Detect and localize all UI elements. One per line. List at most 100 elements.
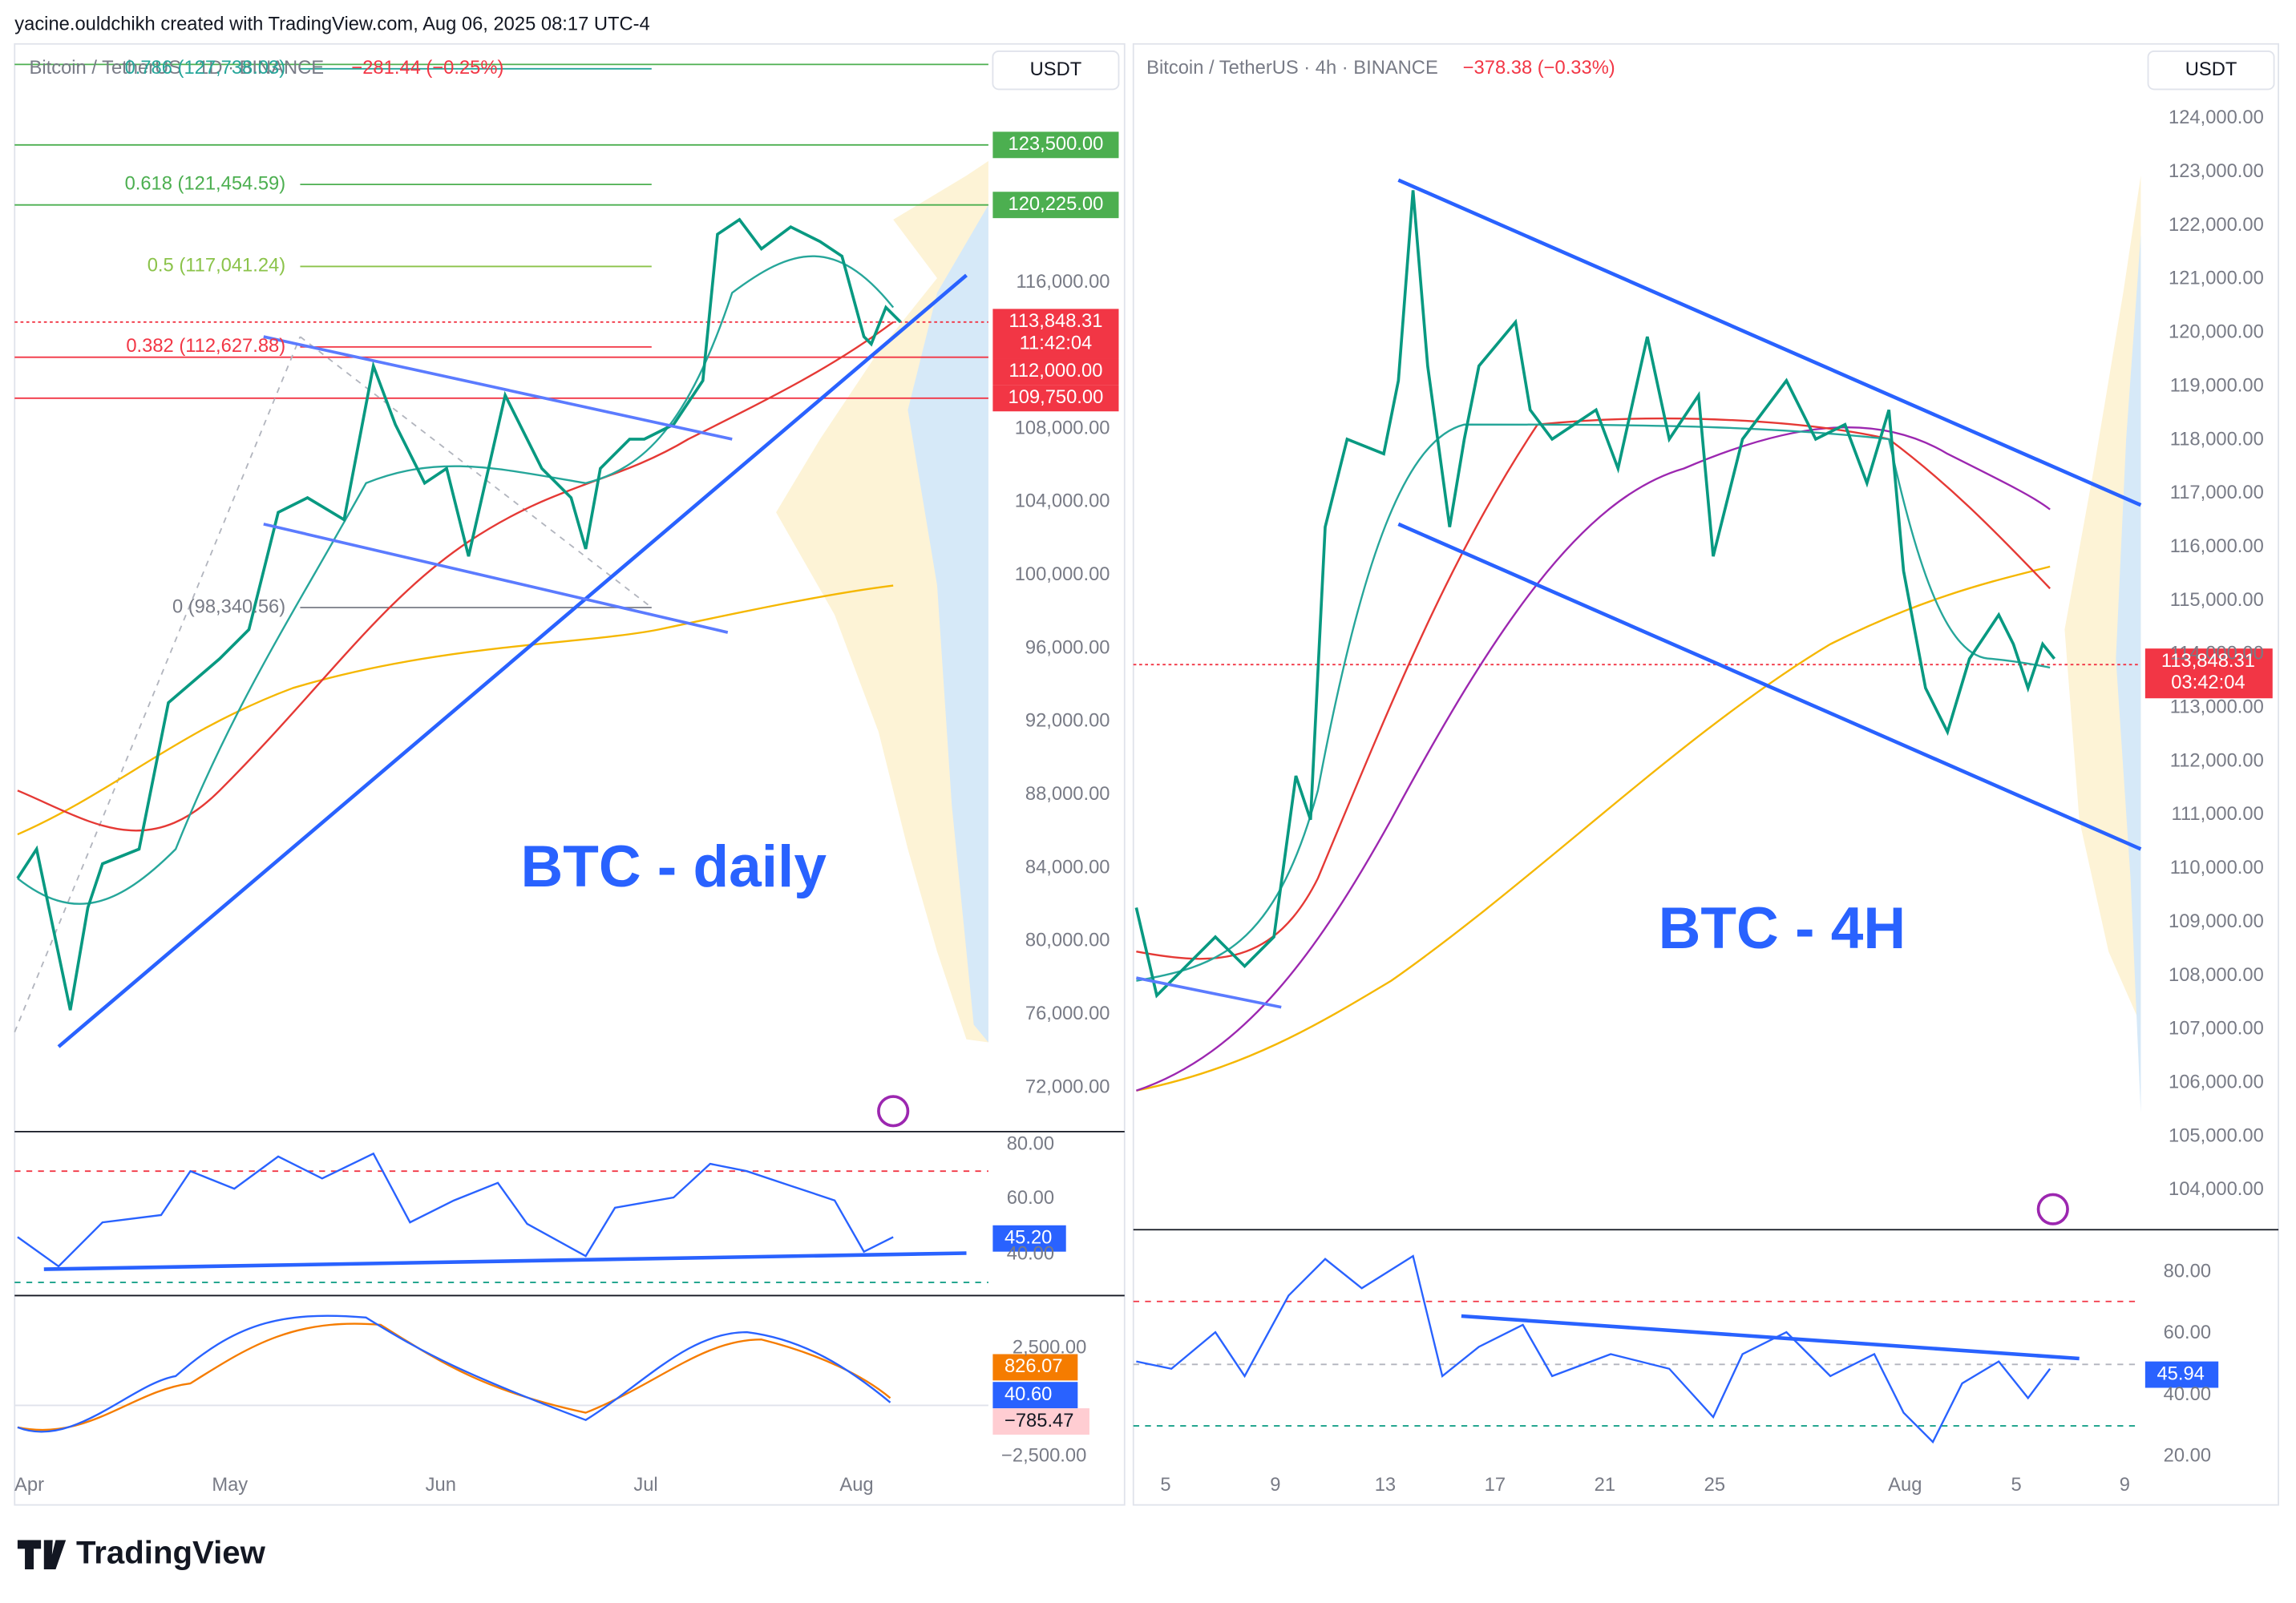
logo-icon bbox=[17, 1540, 67, 1569]
ma-50 bbox=[17, 321, 894, 832]
label: 40.00 bbox=[1007, 1244, 1054, 1265]
label: 40.00 bbox=[2164, 1384, 2211, 1405]
replay-icon[interactable] bbox=[877, 1095, 910, 1128]
right-panel bbox=[1132, 42, 2279, 1506]
logo-text: TradingView bbox=[76, 1534, 266, 1570]
badge bbox=[2144, 648, 2273, 699]
label: 106,000.00 bbox=[2169, 1072, 2264, 1092]
label: 80,000.00 bbox=[1025, 931, 1110, 951]
label: 40.60 bbox=[1004, 1384, 1052, 1405]
label: 88,000.00 bbox=[1025, 784, 1110, 805]
trend-line bbox=[43, 1251, 967, 1271]
label: 5 bbox=[1160, 1475, 1170, 1496]
label: 45.94 bbox=[2157, 1363, 2204, 1384]
label: 108,000.00 bbox=[2169, 965, 2264, 986]
replay-icon[interactable] bbox=[2036, 1193, 2069, 1225]
credit: yacine.ouldchikh created with TradingVie… bbox=[14, 14, 650, 34]
label: 108,000.00 bbox=[1015, 418, 1110, 438]
ma-100 bbox=[1136, 426, 2051, 1092]
label: 104,000.00 bbox=[1015, 491, 1110, 512]
label: 5 bbox=[2011, 1475, 2022, 1496]
label: USDT bbox=[1030, 59, 1082, 80]
trend-line bbox=[263, 335, 733, 441]
label: −785.47 bbox=[1004, 1411, 1073, 1431]
label: Jul bbox=[633, 1475, 657, 1496]
label: 0.382 (112,627.88) bbox=[126, 336, 285, 357]
label: 2,500.00 bbox=[1013, 1337, 1086, 1358]
label: 45.20 bbox=[1004, 1227, 1052, 1248]
chart-label: BTC - 4H bbox=[1659, 896, 1906, 961]
label: 121,000.00 bbox=[2169, 269, 2264, 289]
badge bbox=[992, 309, 1119, 359]
channel-line bbox=[1397, 178, 2142, 507]
ma-20 bbox=[17, 255, 895, 905]
label: 109,750.00 bbox=[1009, 387, 1104, 408]
label: 120,000.00 bbox=[2169, 322, 2264, 343]
label: Jun bbox=[426, 1475, 456, 1496]
label: 113,000.00 bbox=[2170, 697, 2264, 718]
label: 111,000.00 bbox=[2172, 804, 2264, 825]
volume-profile bbox=[2064, 176, 2141, 1025]
label: 25 bbox=[1704, 1475, 1725, 1496]
label: 107,000.00 bbox=[2169, 1019, 2264, 1040]
label: 826.07 bbox=[1004, 1356, 1063, 1377]
badge bbox=[992, 131, 1119, 159]
badge bbox=[992, 192, 1119, 219]
trend-line bbox=[57, 273, 968, 1048]
currency-button[interactable] bbox=[2147, 50, 2275, 91]
ma-20 bbox=[1136, 423, 2051, 982]
label: 72,000.00 bbox=[1025, 1076, 1110, 1097]
label: 0.5 (117,041.24) bbox=[148, 256, 285, 277]
label: 120,225.00 bbox=[1009, 194, 1104, 215]
label: 9 bbox=[1270, 1475, 1280, 1496]
label: −2,500.00 bbox=[1001, 1446, 1086, 1467]
label: −281.44 (−0.25%) bbox=[351, 58, 503, 79]
badge bbox=[992, 1354, 1078, 1381]
label: 119,000.00 bbox=[2170, 375, 2264, 396]
label: 109,000.00 bbox=[2169, 911, 2264, 932]
badge bbox=[992, 1382, 1078, 1409]
label: Aug bbox=[839, 1475, 873, 1496]
label: 0.618 (121,454.59) bbox=[125, 173, 286, 194]
label: 17 bbox=[1485, 1475, 1506, 1496]
badge bbox=[2144, 1361, 2219, 1388]
badge bbox=[992, 358, 1119, 386]
left-panel bbox=[14, 42, 1126, 1506]
label: 110,000.00 bbox=[2170, 858, 2264, 878]
rsi-line bbox=[17, 1152, 894, 1268]
ma-200 bbox=[17, 584, 894, 836]
fib-trend bbox=[14, 336, 301, 1033]
label: 124,000.00 bbox=[2169, 107, 2264, 128]
rsi-line bbox=[1136, 1254, 2051, 1444]
ma-200 bbox=[1136, 565, 2051, 1092]
label: 104,000.00 bbox=[2169, 1179, 2264, 1200]
volume-profile bbox=[2116, 234, 2141, 1113]
macd-line bbox=[17, 1314, 891, 1433]
chart-label: BTC - daily bbox=[520, 834, 827, 899]
label: 11:42:04 bbox=[1020, 333, 1093, 353]
badge bbox=[992, 385, 1119, 412]
label: −378.38 (−0.33%) bbox=[1463, 58, 1615, 79]
label: 112,000.00 bbox=[1009, 361, 1102, 382]
label: Bitcoin / TetherUS · 4h · BINANCE bbox=[1146, 58, 1438, 79]
trend-line bbox=[263, 523, 729, 634]
label: 116,000.00 bbox=[2170, 536, 2264, 557]
label: 60.00 bbox=[1007, 1188, 1054, 1209]
label: 9 bbox=[2120, 1475, 2130, 1496]
currency-button[interactable] bbox=[992, 50, 1120, 91]
badge bbox=[992, 1225, 1066, 1252]
label: 60.00 bbox=[2164, 1322, 2211, 1343]
label: 92,000.00 bbox=[1025, 711, 1110, 732]
label: 80.00 bbox=[2164, 1261, 2211, 1282]
label: 0.786 (127,738.03) bbox=[125, 58, 286, 79]
label: 03:42:04 bbox=[2171, 672, 2245, 693]
label: 76,000.00 bbox=[1025, 1003, 1110, 1024]
label: 113,848.31 bbox=[1009, 311, 1102, 332]
label: 112,000.00 bbox=[2170, 750, 2264, 771]
label: 105,000.00 bbox=[2169, 1125, 2264, 1146]
label: May bbox=[212, 1475, 248, 1496]
label: Aug bbox=[1888, 1475, 1922, 1496]
trend-line bbox=[1461, 1314, 2080, 1361]
